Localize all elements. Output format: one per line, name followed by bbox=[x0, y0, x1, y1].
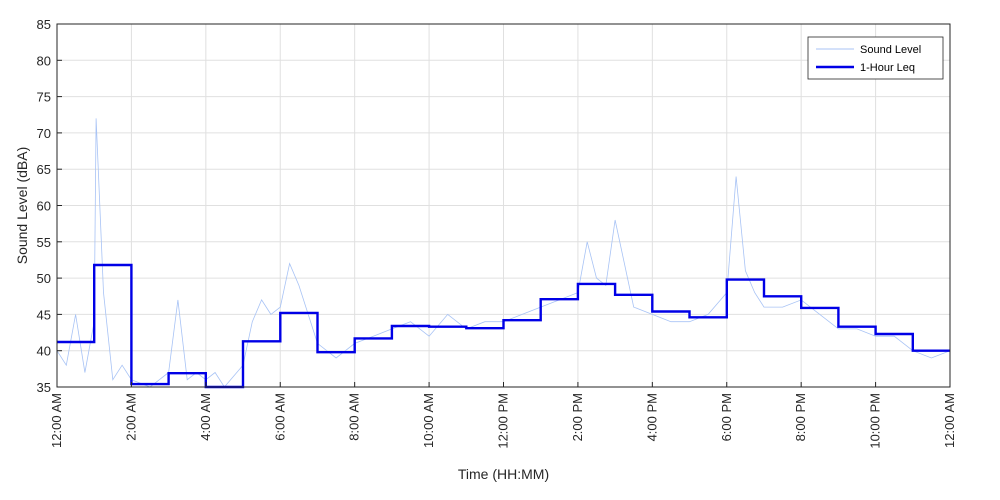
y-tick-label: 45 bbox=[37, 307, 51, 322]
x-tick-label: 10:00 PM bbox=[868, 393, 883, 449]
x-tick-label: 2:00 AM bbox=[123, 393, 138, 441]
x-tick-label: 4:00 AM bbox=[198, 393, 213, 441]
x-tick-label: 6:00 AM bbox=[272, 393, 287, 441]
x-tick-label: 8:00 AM bbox=[347, 393, 362, 441]
sound-level-series-line bbox=[56, 118, 951, 388]
x-tick-label: 12:00 AM bbox=[942, 393, 957, 448]
y-tick-label: 65 bbox=[37, 162, 51, 177]
x-tick-label: 12:00 AM bbox=[49, 393, 64, 448]
x-tick-label: 6:00 PM bbox=[719, 393, 734, 441]
legend-box bbox=[807, 36, 944, 80]
y-axis-title: Sound Level (dBA) bbox=[14, 147, 30, 265]
y-tick-label: 40 bbox=[37, 344, 51, 359]
legend: Sound Level 1-Hour Leq bbox=[807, 36, 944, 80]
legend-label-leq: 1-Hour Leq bbox=[860, 62, 915, 74]
y-tick-label: 75 bbox=[37, 90, 51, 105]
y-tick-label: 85 bbox=[37, 17, 51, 32]
y-axis-ticks: 35 40 45 50 55 60 65 70 75 80 85 bbox=[37, 17, 62, 395]
y-tick-label: 50 bbox=[37, 271, 51, 286]
y-tick-label: 60 bbox=[37, 199, 51, 214]
x-tick-label: 8:00 PM bbox=[793, 393, 808, 441]
x-tick-label: 12:00 PM bbox=[496, 393, 511, 449]
y-tick-label: 55 bbox=[37, 235, 51, 250]
legend-label-sound-level: Sound Level bbox=[860, 44, 921, 56]
y-tick-label: 35 bbox=[37, 380, 51, 395]
x-axis-title: Time (HH:MM) bbox=[458, 466, 549, 482]
y-tick-label: 70 bbox=[37, 126, 51, 141]
x-axis-ticks: 12:00 AM 2:00 AM 4:00 AM 6:00 AM 8:00 AM 10:0… bbox=[49, 382, 957, 449]
x-tick-label: 10:00 AM bbox=[421, 393, 436, 448]
x-tick-label: 4:00 PM bbox=[644, 393, 659, 441]
y-tick-label: 80 bbox=[37, 53, 51, 68]
x-tick-label: 2:00 PM bbox=[570, 393, 585, 441]
